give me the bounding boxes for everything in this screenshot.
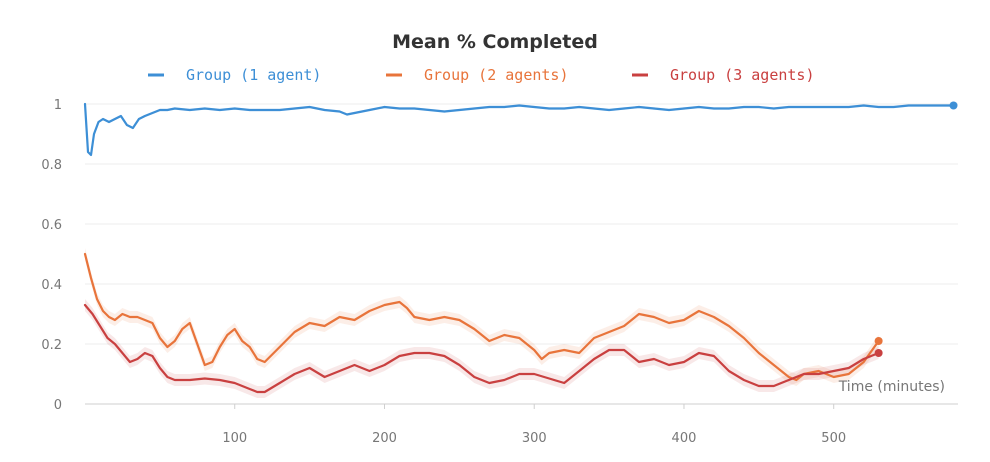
x-tick-label: 200: [372, 431, 397, 446]
series-line-1: [83, 102, 955, 157]
legend-label: Group (2 agents): [424, 66, 569, 84]
series-band-2: [85, 248, 879, 386]
y-tick-label: 0.8: [41, 158, 62, 173]
series-endpoint-2: [874, 337, 883, 345]
legend-label: Group (3 agents): [670, 66, 815, 84]
y-tick-label: 0.2: [41, 338, 62, 353]
x-tick-label: 300: [522, 431, 547, 446]
y-axis-ticks: 0 0.2 0.4 0.6 0.8 1: [41, 98, 62, 413]
y-tick-label: 1: [54, 98, 62, 113]
series-endpoint-3: [874, 349, 883, 357]
y-tick-label: 0.4: [41, 278, 62, 293]
x-tick-label: 100: [222, 431, 247, 446]
y-tick-label: 0: [54, 398, 62, 413]
x-tick-label: 500: [821, 431, 846, 446]
series-band-1: [85, 104, 954, 157]
x-axis-title: Time (minutes): [838, 379, 945, 395]
x-tick-label: 400: [672, 431, 697, 446]
legend: Group (1 agent) Group (2 agents) Group (3 …: [148, 66, 815, 84]
series-band-3: [85, 299, 879, 398]
x-axis-ticks: 100 200 300 400 500: [222, 404, 846, 446]
y-tick-label: 0.6: [41, 218, 62, 233]
series-endpoint-1: [949, 101, 958, 110]
chart-title: Mean % Completed: [392, 31, 598, 53]
series-line-2: [83, 252, 880, 382]
grid-lines: [85, 103, 958, 405]
series-lines: [83, 101, 958, 394]
legend-label: Group (1 agent): [186, 66, 321, 84]
series-line-3: [83, 303, 880, 394]
